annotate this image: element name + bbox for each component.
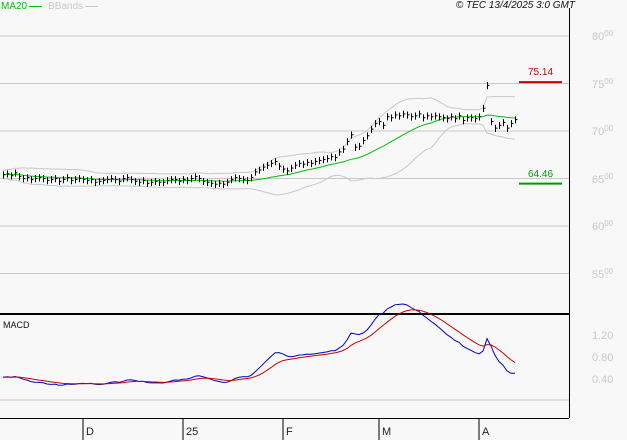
legend: MA20 BBands: [1, 1, 99, 12]
y-tick-label: 6500: [592, 171, 614, 186]
legend-ma20: MA20: [1, 1, 43, 12]
x-tick-label: F: [286, 426, 293, 438]
bband-upper: [2, 95, 516, 175]
y-tick-label: 5500: [592, 266, 614, 281]
y-tick-label: 7500: [592, 76, 614, 91]
x-tick-label: M: [382, 426, 392, 438]
macd-signal-line: [2, 309, 516, 385]
ma20-line: [2, 114, 516, 182]
macd-line: [2, 303, 516, 386]
copyright: © TEC 13/4/2025 3:0 GMT: [455, 0, 575, 11]
y-tick-label: 7000: [592, 124, 614, 138]
resistance-label: 75.14: [528, 67, 554, 79]
y-tick-label: 6000: [592, 219, 614, 233]
legend-ma20-label: MA20: [1, 1, 28, 12]
support-label: 64.46: [528, 168, 554, 180]
legend-bbands: BBands: [48, 1, 99, 12]
x-tick-label: D: [86, 426, 94, 438]
legend-ma20-swatch: [29, 6, 43, 7]
macd-tick-label: 1.20: [592, 330, 614, 342]
macd-tick-label: 0.40: [592, 374, 614, 386]
macd-tick-label: 0.80: [592, 352, 614, 364]
legend-bbands-label: BBands: [48, 1, 84, 12]
x-tick-label: A: [482, 426, 490, 438]
x-tick-label: 25: [186, 426, 199, 438]
legend-bbands-swatch: [85, 6, 99, 7]
macd-title: MACD: [3, 320, 30, 330]
y-tick-label: 8000: [592, 29, 614, 43]
bband-lower: [2, 123, 516, 196]
